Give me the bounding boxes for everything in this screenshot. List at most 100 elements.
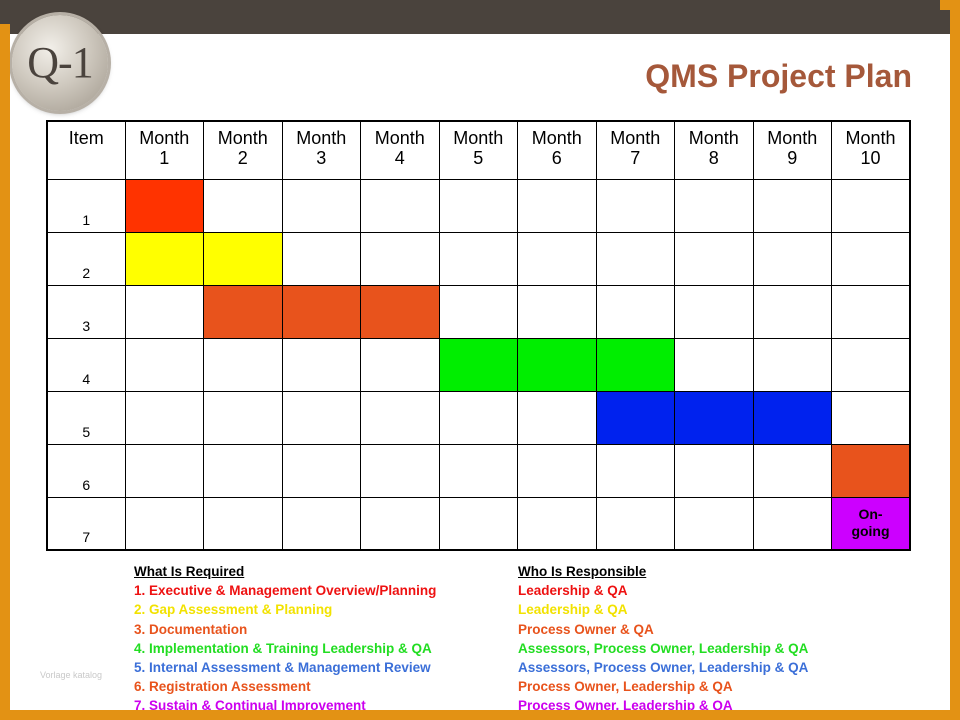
row-item-label: 3 xyxy=(46,284,126,339)
header-month-6: Month 6 xyxy=(517,120,597,180)
row-item-label: 5 xyxy=(46,390,126,445)
cell-month-9 xyxy=(752,178,832,233)
gantt-bar-cell xyxy=(595,337,675,392)
cell-month-1 xyxy=(124,284,204,339)
cell-month-5 xyxy=(438,390,518,445)
cell-month-3 xyxy=(281,390,361,445)
header-month-1: Month 1 xyxy=(124,120,204,180)
header-month-8: Month 8 xyxy=(674,120,754,180)
header-month-5: Month 5 xyxy=(438,120,518,180)
header-month-3: Month 3 xyxy=(281,120,361,180)
cell-month-8 xyxy=(674,178,754,233)
legend-what-header: What Is Required xyxy=(134,564,245,579)
cell-month-9 xyxy=(752,284,832,339)
cell-month-6 xyxy=(517,443,597,498)
cell-month-8 xyxy=(674,443,754,498)
page-title: QMS Project Plan xyxy=(645,58,912,94)
cell-month-4 xyxy=(360,390,440,445)
cell-month-9 xyxy=(752,443,832,498)
header-month-9: Month 9 xyxy=(752,120,832,180)
cell-month-6 xyxy=(517,178,597,233)
legend-what-item: 4. Implementation & Training Leadership … xyxy=(134,640,432,656)
cell-month-10 xyxy=(831,337,911,392)
cell-month-4 xyxy=(360,337,440,392)
table-row: 7 On- going xyxy=(46,496,911,551)
legend-who: Who Is Responsible Leadership & QA Leader… xyxy=(518,562,808,710)
row-item-label: 6 xyxy=(46,443,126,498)
header-month-2: Month 2 xyxy=(203,120,283,180)
cell-month-8 xyxy=(674,496,754,551)
cell-month-7 xyxy=(595,443,675,498)
table-row: 3 xyxy=(46,284,911,339)
slide-header-bar xyxy=(10,10,950,34)
header-item: Item xyxy=(46,120,126,180)
cell-month-5 xyxy=(438,443,518,498)
cell-month-8 xyxy=(674,337,754,392)
cell-month-3 xyxy=(281,178,361,233)
cell-month-2 xyxy=(203,443,283,498)
cell-month-5 xyxy=(438,178,518,233)
row-item-label: 2 xyxy=(46,231,126,286)
table-row: 5 xyxy=(46,390,911,445)
legend-what-item: 1. Executive & Management Overview/Plann… xyxy=(134,583,437,599)
cell-month-10 xyxy=(831,390,911,445)
gantt-bar-cell xyxy=(595,390,675,445)
legend-who-item: Assessors, Process Owner, Leadership & Q… xyxy=(518,640,809,656)
cell-month-6 xyxy=(517,284,597,339)
gantt-bar-cell: On- going xyxy=(831,496,911,551)
cell-month-7 xyxy=(595,178,675,233)
gantt-bar-cell xyxy=(281,284,361,339)
legend-who-item: Process Owner, Leadership & QA xyxy=(518,679,733,695)
gantt-bar-cell xyxy=(203,284,283,339)
gantt-bar-cell xyxy=(517,337,597,392)
cell-month-8 xyxy=(674,231,754,286)
cell-month-2 xyxy=(203,178,283,233)
legend-what-item: 5. Internal Assessment & Management Revi… xyxy=(134,660,431,676)
table-row: 4 xyxy=(46,337,911,392)
cell-month-2 xyxy=(203,496,283,551)
cell-month-1 xyxy=(124,390,204,445)
legend-who-item: Leadership & QA xyxy=(518,602,628,618)
gantt-bar-cell xyxy=(203,231,283,286)
gantt-bar-cell xyxy=(752,390,832,445)
cell-month-7 xyxy=(595,284,675,339)
cell-month-6 xyxy=(517,390,597,445)
legend-who-item: Assessors, Process Owner, Leadership & Q… xyxy=(518,660,809,676)
cell-month-8 xyxy=(674,284,754,339)
cell-month-10 xyxy=(831,231,911,286)
cell-month-4 xyxy=(360,231,440,286)
table-row: 2 xyxy=(46,231,911,286)
legend-what: What Is Required 1. Executive & Manageme… xyxy=(134,562,436,710)
gantt-bar-cell xyxy=(831,443,911,498)
cell-month-2 xyxy=(203,390,283,445)
row-item-label: 7 xyxy=(46,496,126,551)
legend-what-item: 3. Documentation xyxy=(134,621,248,637)
legend-what-item: 2. Gap Assessment & Planning xyxy=(134,602,333,618)
cell-month-4 xyxy=(360,496,440,551)
cell-month-7 xyxy=(595,231,675,286)
cell-month-1 xyxy=(124,443,204,498)
cell-month-6 xyxy=(517,231,597,286)
header-month-4: Month 4 xyxy=(360,120,440,180)
legend-who-item: Process Owner & QA xyxy=(518,621,654,637)
q1-logo: Q-1 xyxy=(12,15,108,111)
row-item-label: 1 xyxy=(46,178,126,233)
legend-who-header: Who Is Responsible xyxy=(518,564,647,579)
cell-month-9 xyxy=(752,337,832,392)
cell-month-3 xyxy=(281,443,361,498)
cell-month-3 xyxy=(281,231,361,286)
gantt-bar-cell xyxy=(438,337,518,392)
table-row: 1 xyxy=(46,178,911,233)
cell-month-1 xyxy=(124,337,204,392)
cell-month-5 xyxy=(438,284,518,339)
row-item-label: 4 xyxy=(46,337,126,392)
logo-text: Q-1 xyxy=(27,38,93,87)
cell-month-9 xyxy=(752,496,832,551)
cell-month-10 xyxy=(831,178,911,233)
header-month-10: Month 10 xyxy=(831,120,911,180)
gantt-bar-cell xyxy=(124,231,204,286)
cell-month-4 xyxy=(360,443,440,498)
